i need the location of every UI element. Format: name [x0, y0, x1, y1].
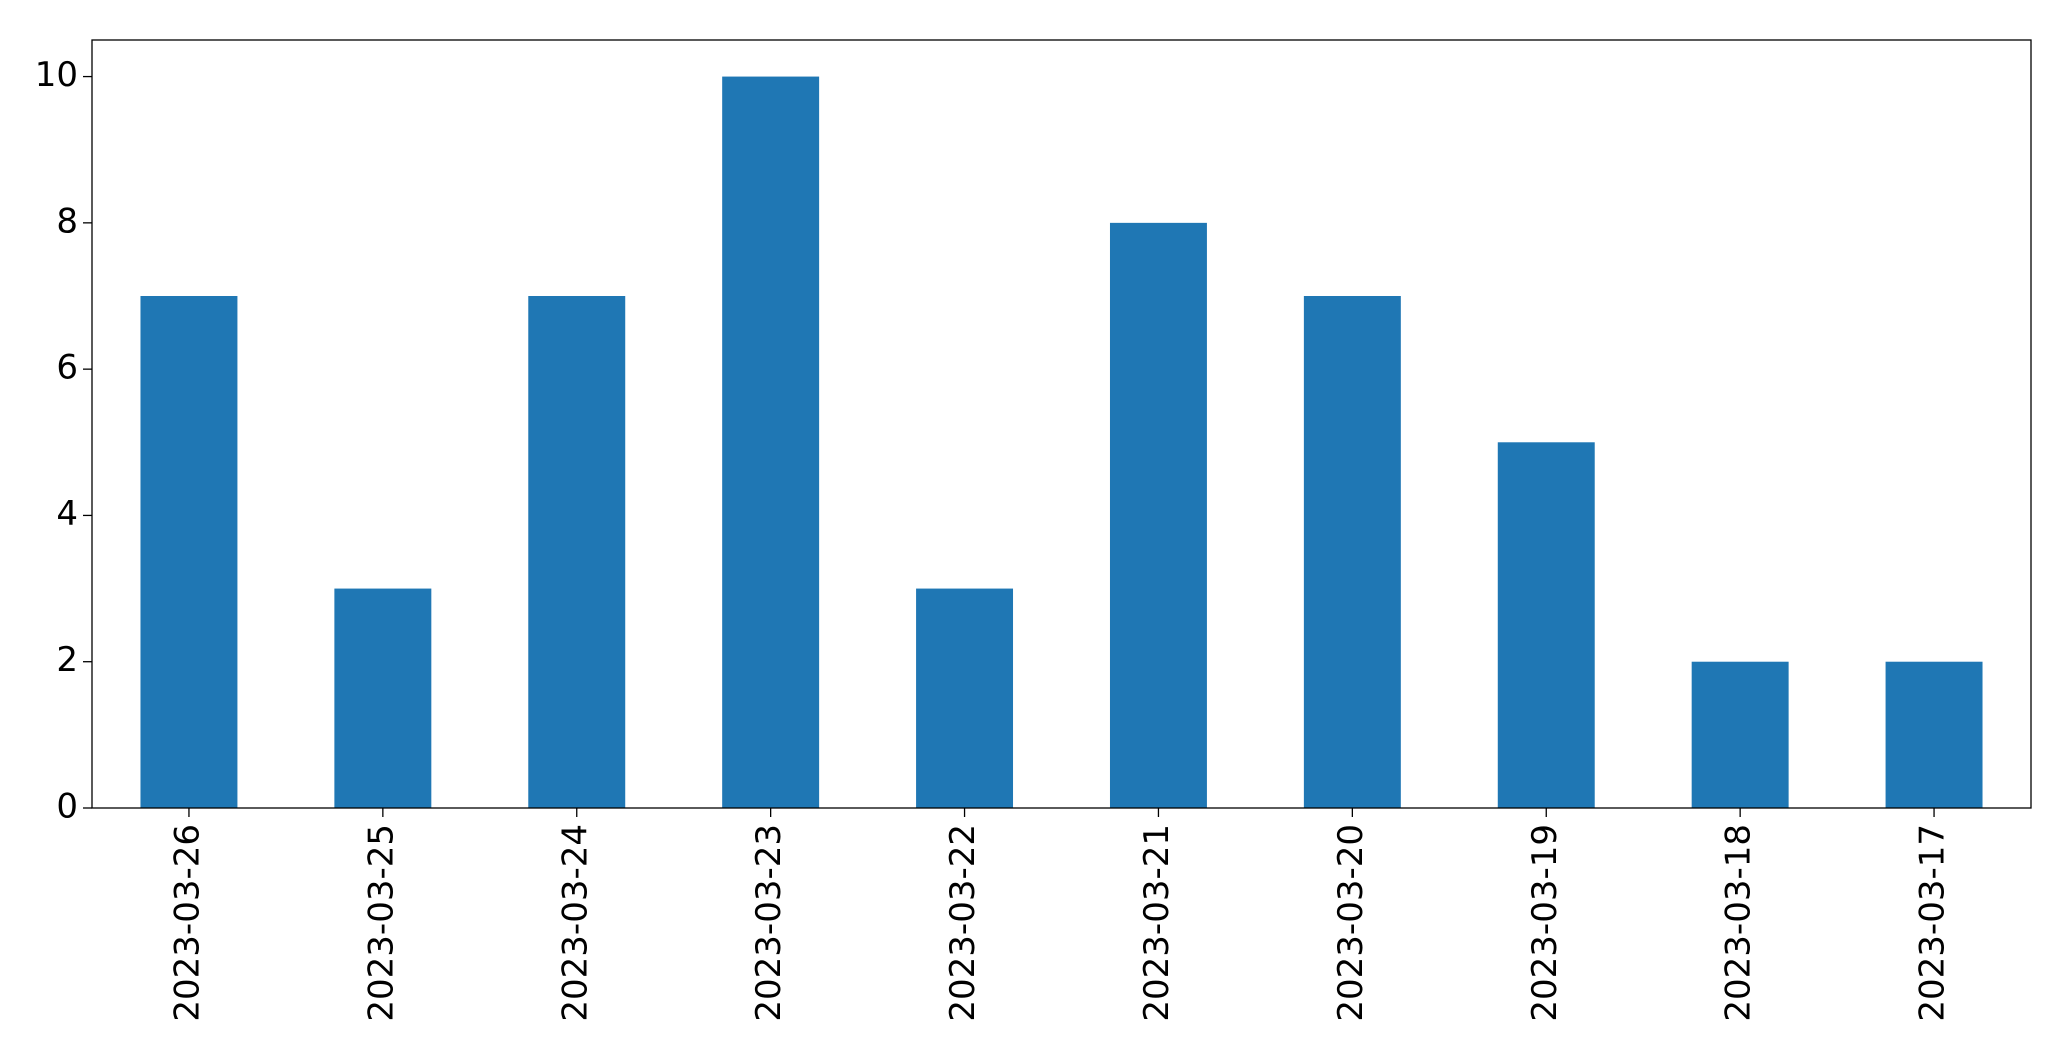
y-tick-label: 2: [56, 640, 78, 680]
bar: [916, 588, 1014, 808]
y-tick-label: 8: [56, 201, 78, 241]
bar: [1885, 661, 1983, 808]
plot-frame: [91, 39, 2032, 809]
bar: [1497, 442, 1595, 808]
bar: [1691, 661, 1789, 808]
x-tick-label: 2023-03-26: [167, 824, 207, 1022]
x-tick-label: 2023-03-25: [361, 824, 401, 1022]
x-tick-label: 2023-03-21: [1137, 824, 1177, 1022]
bar: [1109, 222, 1207, 808]
bar: [334, 588, 432, 808]
x-tick-label: 2023-03-23: [749, 824, 789, 1022]
y-tick-label: 6: [56, 348, 78, 388]
x-tick-label: 2023-03-20: [1331, 824, 1371, 1022]
y-tick-label: 0: [56, 787, 78, 827]
bar: [140, 296, 238, 808]
bar: [528, 296, 626, 808]
x-tick-label: 2023-03-24: [555, 824, 595, 1022]
bar: [722, 76, 820, 809]
x-tick-label: 2023-03-19: [1525, 824, 1565, 1022]
x-tick-label: 2023-03-22: [943, 824, 983, 1022]
x-tick-label: 2023-03-17: [1913, 824, 1953, 1022]
bar: [1303, 296, 1401, 808]
y-tick-label: 4: [56, 494, 78, 534]
x-tick-label: 2023-03-18: [1719, 824, 1759, 1022]
y-tick-label: 10: [35, 55, 78, 95]
